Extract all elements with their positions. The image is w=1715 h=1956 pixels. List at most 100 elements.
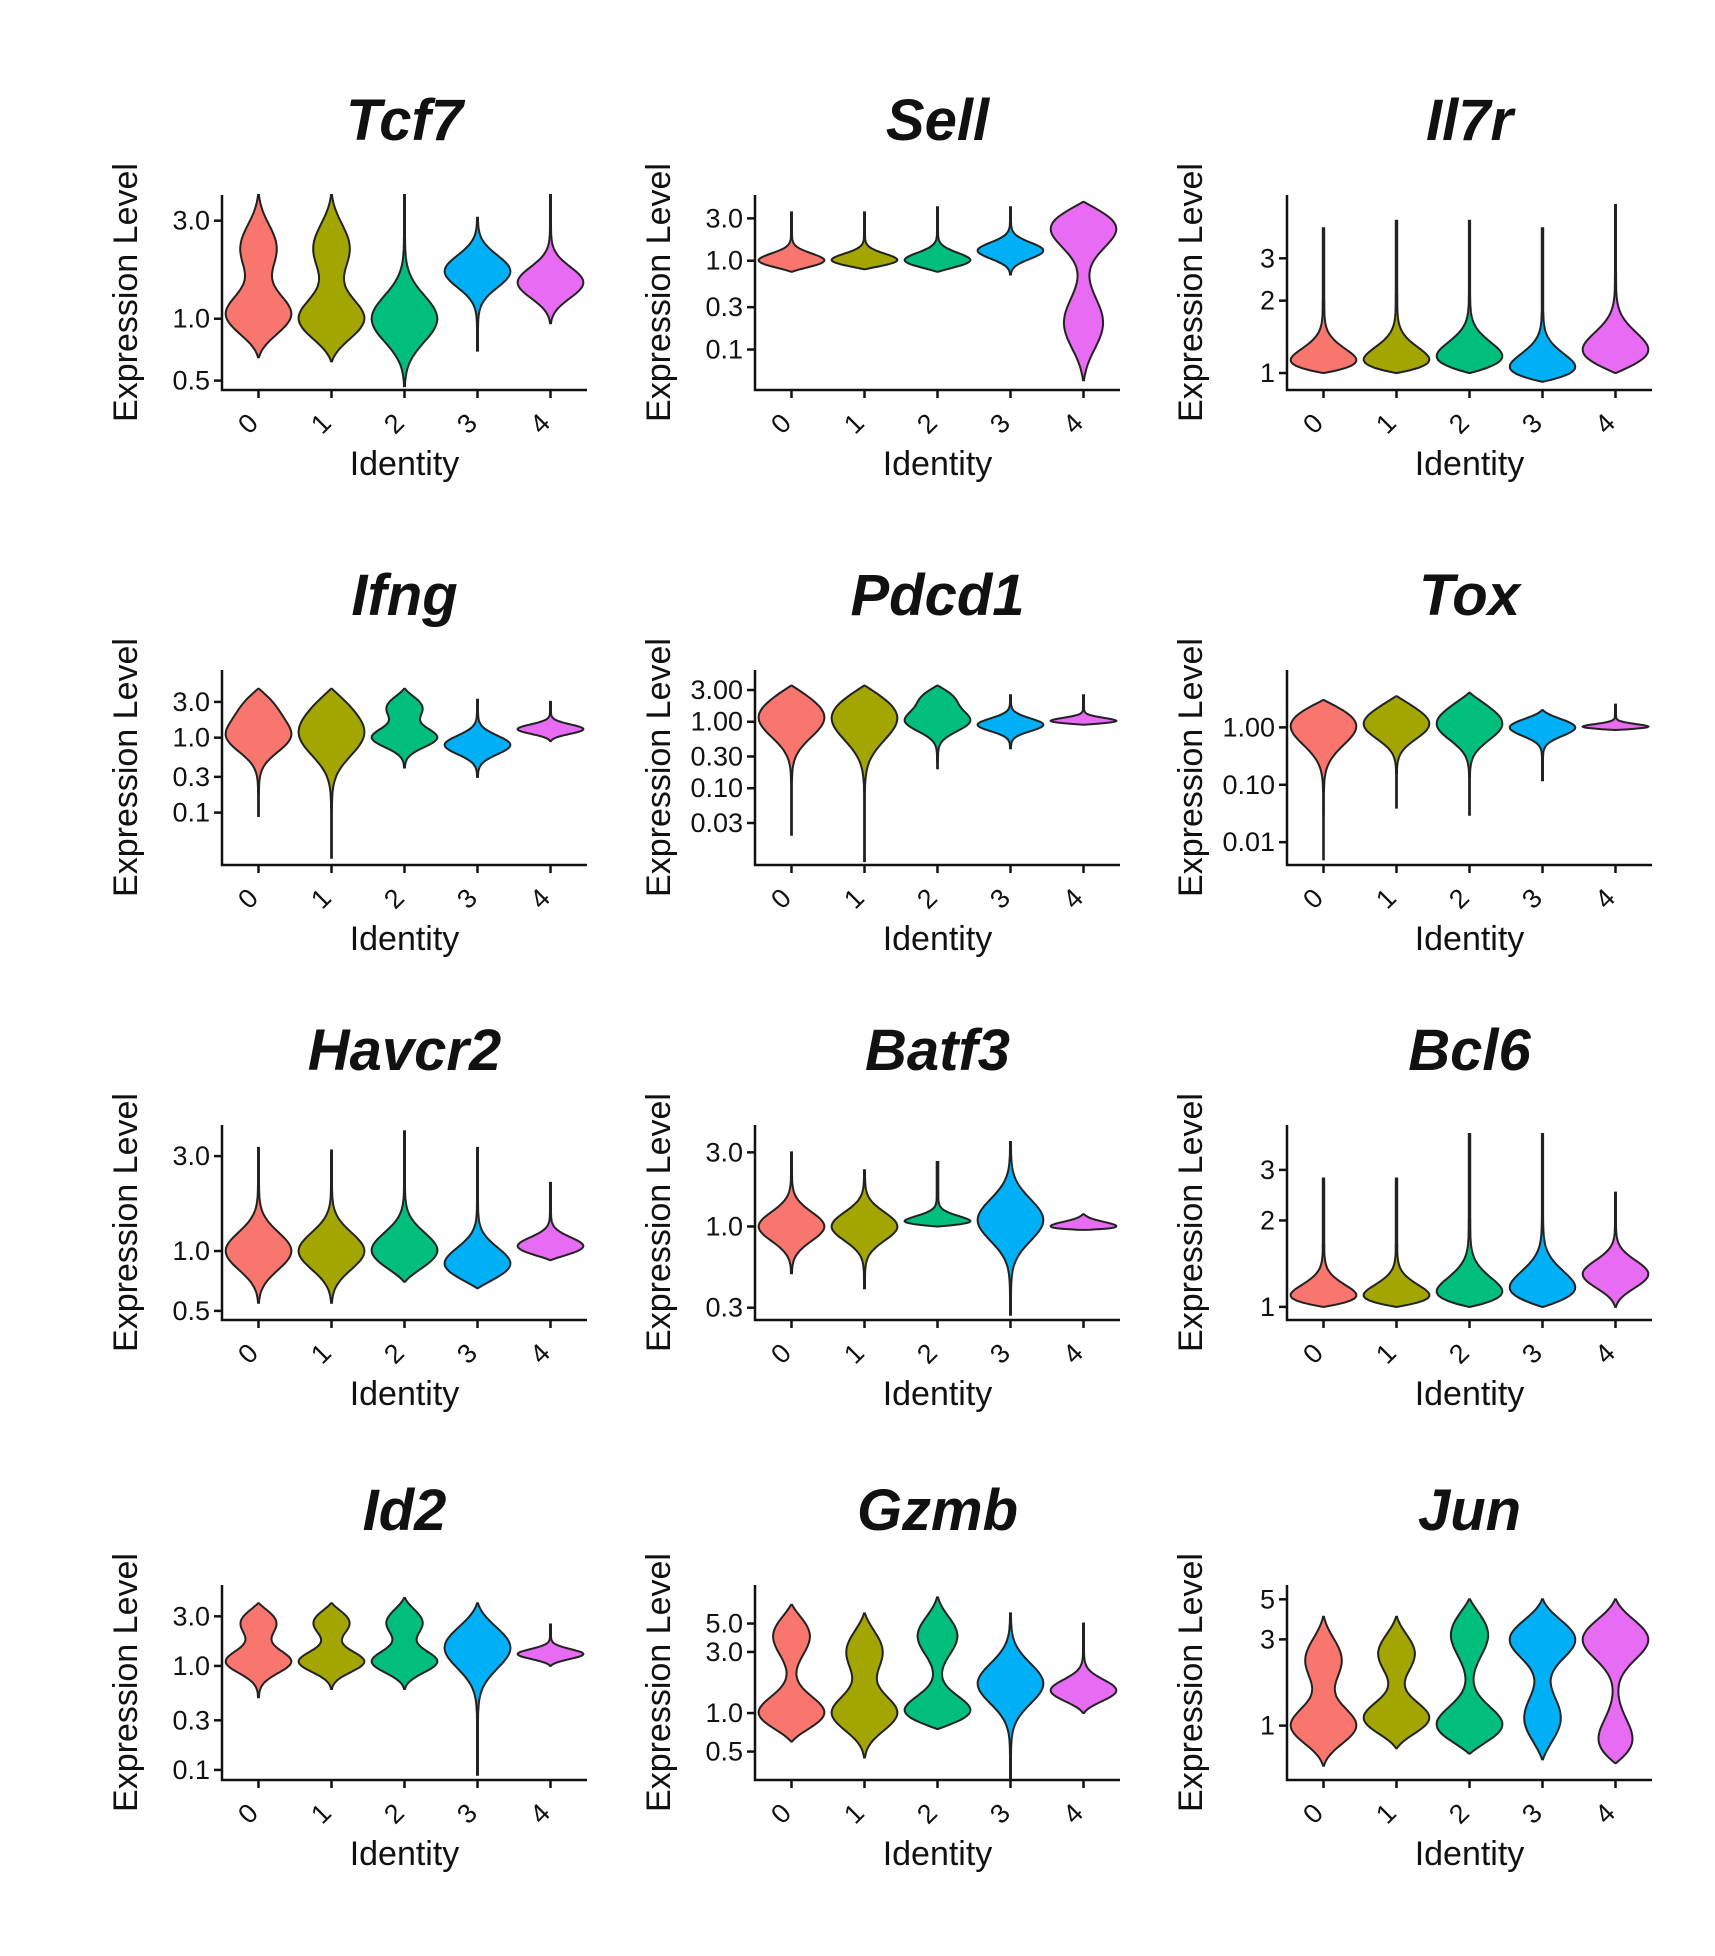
- violin-3: [976, 1612, 1045, 1781]
- violin-4: [516, 1181, 585, 1262]
- y-tick-label: 2: [1260, 286, 1275, 316]
- y-tick-label: 5: [1260, 1584, 1275, 1614]
- violin-4: [516, 1623, 585, 1667]
- y-tick-label: 0.5: [172, 1296, 210, 1326]
- violin-4: [1049, 1213, 1118, 1231]
- violin-2: [370, 1597, 439, 1690]
- x-tick-label: 0: [765, 408, 797, 440]
- y-tick-label: 3.0: [705, 203, 743, 233]
- y-tick-label: 1.0: [172, 723, 210, 753]
- x-tick-label: 1: [1370, 408, 1402, 440]
- violin-4: [1049, 694, 1118, 726]
- violin-2: [370, 1130, 439, 1283]
- y-tick-label: 3.0: [172, 206, 210, 236]
- x-tick-label: 3: [451, 408, 483, 440]
- x-tick-label: 3: [1516, 1338, 1548, 1370]
- x-axis-label: Identity: [883, 1835, 993, 1873]
- y-tick-label: 3: [1260, 243, 1275, 273]
- violin-3: [1508, 709, 1577, 782]
- y-axis-label: Expression Level: [1172, 1553, 1210, 1812]
- y-tick-label: 1.0: [705, 1211, 743, 1241]
- y-tick-label: 1.0: [705, 246, 743, 276]
- y-tick-label: 3.0: [705, 1637, 743, 1667]
- x-tick-label: 3: [984, 1798, 1016, 1830]
- x-tick-label: 1: [838, 408, 870, 440]
- panel-title: Il7r: [1426, 88, 1516, 153]
- y-axis-label: Expression Level: [107, 1553, 145, 1812]
- y-tick-label: 1: [1260, 358, 1275, 388]
- x-tick-label: 4: [1057, 408, 1089, 440]
- axis-lines: [220, 195, 587, 392]
- panel-title: Tcf7: [346, 88, 466, 153]
- y-tick-label: 1.00: [690, 707, 743, 737]
- x-tick-label: 0: [765, 1338, 797, 1370]
- violin-3: [1508, 227, 1577, 383]
- y-tick-label: 0.1: [172, 798, 210, 828]
- axis-lines: [220, 670, 587, 867]
- x-tick-label: 4: [1057, 883, 1089, 915]
- x-axis-label: Identity: [1415, 1835, 1525, 1873]
- axis-lines: [753, 1585, 1120, 1782]
- x-tick-label: 4: [1589, 1798, 1621, 1830]
- y-axis-label: Expression Level: [1172, 638, 1210, 897]
- x-tick-label: 3: [984, 1338, 1016, 1370]
- axis-lines: [1285, 195, 1652, 392]
- x-tick-label: 2: [911, 1798, 943, 1830]
- panel-title: Sell: [886, 88, 991, 153]
- violin-3: [976, 694, 1045, 750]
- x-tick-label: 0: [232, 1338, 264, 1370]
- violin-0: [224, 1602, 293, 1699]
- x-tick-label: 2: [911, 408, 943, 440]
- x-tick-label: 0: [765, 883, 797, 915]
- y-tick-label: 0.3: [172, 1705, 210, 1735]
- y-axis-label: Expression Level: [640, 163, 678, 422]
- violin-0: [224, 194, 293, 359]
- x-tick-label: 0: [232, 408, 264, 440]
- panel-title: Id2: [363, 1478, 447, 1543]
- x-tick-label: 4: [524, 408, 556, 440]
- violin-3: [443, 1602, 512, 1776]
- x-tick-label: 0: [1297, 408, 1329, 440]
- y-tick-label: 0.5: [705, 1737, 743, 1767]
- x-axis-label: Identity: [350, 1375, 460, 1413]
- x-tick-label: 4: [524, 1798, 556, 1830]
- x-tick-label: 2: [378, 1798, 410, 1830]
- panel-title: Havcr2: [308, 1018, 501, 1083]
- violin-1: [830, 1612, 899, 1759]
- x-axis-label: Identity: [350, 1835, 460, 1873]
- panel-title: Ifng: [351, 563, 457, 628]
- panel-gzmb: Gzmb 0.5 1.0 3.05.0 0 1 2 3 4 Identity Expression …: [640, 1478, 1120, 1873]
- x-tick-label: 2: [1443, 1338, 1475, 1370]
- x-tick-label: 1: [1370, 883, 1402, 915]
- axis-lines: [753, 1125, 1120, 1322]
- violin-0: [757, 684, 826, 836]
- x-tick-label: 4: [1057, 1798, 1089, 1830]
- violin-4: [1581, 204, 1650, 374]
- violin-1: [1362, 1615, 1431, 1750]
- violin-3: [1508, 1133, 1577, 1308]
- y-tick-label: 1: [1260, 1292, 1275, 1322]
- violin-2: [1435, 219, 1504, 374]
- violin-4: [1049, 1622, 1118, 1714]
- y-tick-label: 3.00: [690, 675, 743, 705]
- violin-2: [903, 684, 972, 770]
- panel-title: Jun: [1418, 1478, 1521, 1543]
- x-tick-label: 3: [451, 1798, 483, 1830]
- violin-0: [1289, 1177, 1358, 1308]
- x-tick-label: 1: [838, 1338, 870, 1370]
- y-axis-label: Expression Level: [107, 1093, 145, 1352]
- y-tick-label: 5.0: [705, 1609, 743, 1639]
- violin-3: [443, 216, 512, 352]
- y-tick-label: 2: [1260, 1205, 1275, 1235]
- violin-4: [516, 194, 585, 325]
- y-tick-label: 3.0: [172, 1601, 210, 1631]
- x-axis-label: Identity: [350, 445, 460, 483]
- y-tick-label: 0.10: [690, 773, 743, 803]
- x-tick-label: 1: [838, 1798, 870, 1830]
- violin-4: [1581, 1191, 1650, 1308]
- y-tick-label: 1.0: [172, 1651, 210, 1681]
- x-tick-label: 2: [378, 1338, 410, 1370]
